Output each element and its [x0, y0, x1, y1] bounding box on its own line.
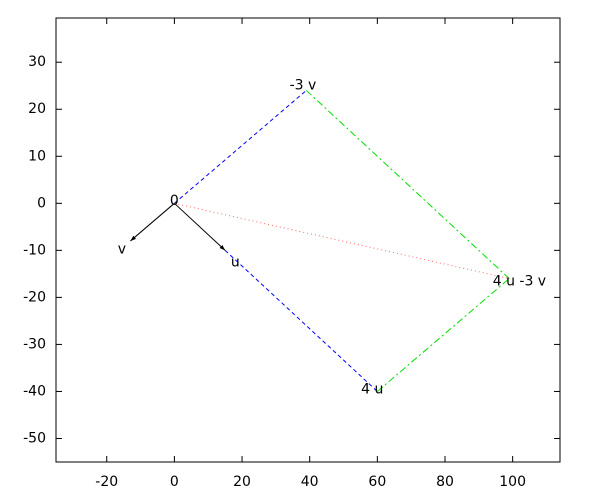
y-tick-label: 30	[28, 54, 46, 70]
x-tick-label: 20	[233, 474, 251, 490]
x-tick-label: 100	[499, 474, 526, 490]
x-tick-label: -20	[95, 474, 118, 490]
y-tick-label: 10	[28, 148, 46, 164]
x-tick-label: 60	[368, 474, 386, 490]
y-tick-label: -40	[23, 383, 46, 399]
y-tick-label: -10	[23, 242, 46, 258]
point-label: 4 u	[361, 382, 383, 398]
y-tick-label: -30	[23, 336, 46, 352]
point-label: v	[118, 241, 126, 257]
x-tick-label: 40	[301, 474, 319, 490]
x-tick-label: 0	[170, 474, 179, 490]
plot-frame	[55, 17, 561, 463]
y-tick-label: -20	[23, 289, 46, 305]
segment	[174, 90, 307, 204]
y-tick-label: -50	[23, 430, 46, 446]
segment	[130, 202, 175, 242]
segment	[224, 249, 378, 392]
arrow-head	[130, 235, 137, 241]
point-label: 0	[170, 193, 179, 209]
segment	[377, 278, 510, 392]
x-tick-label: 80	[436, 474, 454, 490]
arrow-head	[219, 245, 226, 251]
y-tick-label: 0	[37, 195, 46, 211]
segment	[305, 90, 510, 279]
segment	[174, 202, 226, 251]
point-label: u	[231, 255, 240, 271]
y-tick-label: 20	[28, 101, 46, 117]
point-label: -3 v	[290, 78, 317, 94]
segment	[174, 202, 510, 280]
point-label: 4 u -3 v	[493, 273, 546, 289]
